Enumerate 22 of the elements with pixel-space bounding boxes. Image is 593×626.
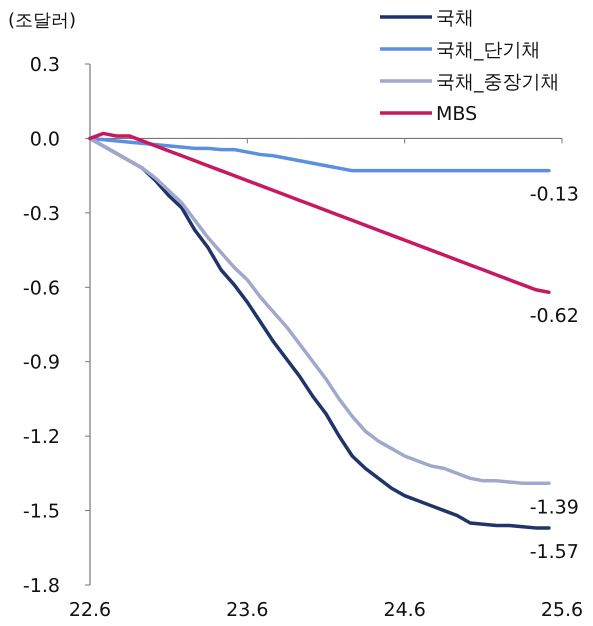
x-tick-label: 22.6 xyxy=(68,599,112,621)
y-tick-label: -0.3 xyxy=(22,202,60,225)
line-series xyxy=(88,136,551,172)
y-axis-title: (조달러) xyxy=(8,10,76,31)
legend-label: 국채_중장기채 xyxy=(436,71,560,93)
y-tick-label: 0.3 xyxy=(30,54,60,76)
data-label: -0.62 xyxy=(530,305,579,328)
x-tick-label: 23.6 xyxy=(226,599,268,621)
legend-label: 국채_단기채 xyxy=(436,39,540,61)
legend-label: 국채 xyxy=(436,7,474,29)
y-tick-label: -0.6 xyxy=(22,277,60,300)
x-tick-label: 24.6 xyxy=(384,599,426,621)
data-label: -1.39 xyxy=(530,496,579,518)
y-tick-label: -0.9 xyxy=(22,352,60,374)
data-label: -0.13 xyxy=(530,184,579,206)
y-tick-label: -1.8 xyxy=(22,575,60,597)
y-tick-label: -1.2 xyxy=(22,426,60,448)
y-tick-label: -1.5 xyxy=(22,500,60,523)
y-tick-label: 0.0 xyxy=(30,128,60,150)
data-label: -1.57 xyxy=(530,540,579,563)
legend-label: MBS xyxy=(436,103,478,125)
x-tick-label: 25.6 xyxy=(540,599,584,621)
